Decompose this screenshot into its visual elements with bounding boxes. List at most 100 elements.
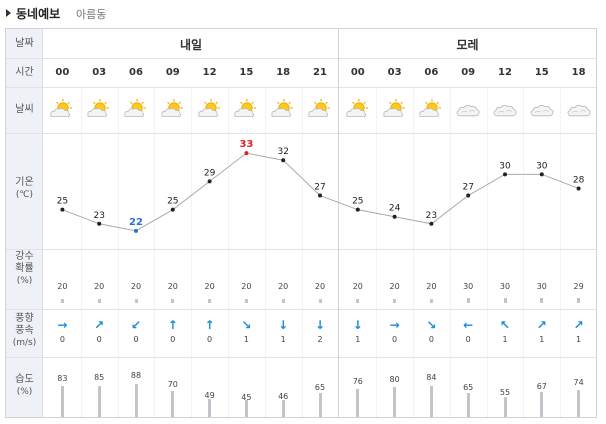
wind-direction-icon: → bbox=[389, 318, 400, 332]
temperature-point bbox=[392, 214, 397, 219]
temperature-value: 22 bbox=[129, 217, 143, 228]
column-guide bbox=[191, 87, 193, 417]
column-guide bbox=[264, 87, 266, 417]
temperature-value: 23 bbox=[426, 211, 437, 221]
section-title: 동네예보 bbox=[16, 7, 61, 21]
hour-label: 09 bbox=[165, 67, 180, 78]
temperature-point bbox=[60, 207, 65, 212]
rain-probability-bar bbox=[466, 298, 470, 303]
temperature-point bbox=[318, 193, 322, 198]
wind-speed-value: 1 bbox=[539, 335, 545, 344]
humidity-value: 85 bbox=[94, 373, 105, 382]
sun-cloud-icon bbox=[48, 98, 76, 118]
rain-probability-value: 30 bbox=[499, 282, 511, 291]
rain-probability-value: 20 bbox=[57, 282, 68, 291]
rain-probability-bar bbox=[208, 299, 212, 303]
temperature-value: 30 bbox=[536, 161, 548, 171]
hour-label: 12 bbox=[202, 67, 217, 78]
row-label-column bbox=[6, 29, 43, 417]
rain-probability-bar bbox=[577, 298, 581, 303]
wind-speed-value: 0 bbox=[96, 335, 102, 344]
temperature-point bbox=[355, 207, 360, 212]
temperature-value: 25 bbox=[167, 197, 178, 207]
hour-label: 12 bbox=[498, 67, 512, 78]
hour-label: 09 bbox=[461, 67, 476, 78]
column-guide bbox=[301, 87, 303, 417]
wind-speed-value: 1 bbox=[502, 335, 508, 344]
sun-cloud-icon bbox=[159, 98, 187, 118]
wind-direction-icon: ↗ bbox=[573, 318, 584, 332]
rain-probability-bar bbox=[429, 299, 433, 303]
column-guide bbox=[228, 87, 229, 417]
temperature-point bbox=[244, 151, 249, 156]
wind-speed-value: 0 bbox=[465, 335, 471, 344]
rain-probability-bar bbox=[540, 298, 544, 303]
rain-probability-bar bbox=[318, 299, 322, 303]
temperature-point bbox=[503, 172, 507, 177]
cloud-icon bbox=[528, 98, 556, 118]
rain-probability-value: 20 bbox=[314, 282, 326, 291]
day-label-tomorrow: 내일 bbox=[179, 38, 203, 52]
rain-probability-bar bbox=[244, 299, 248, 303]
rain-probability-value: 20 bbox=[426, 282, 437, 291]
humidity-bar bbox=[171, 391, 175, 417]
sun-cloud-icon bbox=[269, 98, 297, 118]
temperature-value: 25 bbox=[57, 197, 68, 207]
temperature-value: 32 bbox=[277, 147, 288, 157]
column-guide bbox=[486, 87, 488, 417]
rain-probability-bar bbox=[97, 299, 101, 303]
humidity-label: 습도 (%) bbox=[15, 374, 34, 397]
temperature-value: 33 bbox=[239, 139, 253, 150]
humidity-bar bbox=[503, 397, 507, 417]
wind-speed-value: 0 bbox=[59, 335, 65, 344]
bullet-arrow-icon bbox=[6, 9, 11, 17]
humidity-value: 83 bbox=[57, 374, 68, 383]
day-label-day-after: 모레 bbox=[456, 38, 479, 52]
column-guide bbox=[449, 87, 451, 417]
wind-speed-value: 0 bbox=[428, 335, 434, 344]
sun-cloud-icon bbox=[417, 98, 445, 118]
wind-direction-icon: ↓ bbox=[352, 318, 363, 332]
humidity-bar bbox=[134, 384, 138, 417]
day-separator bbox=[338, 29, 339, 417]
hour-label: 15 bbox=[239, 67, 254, 78]
rain-probability-value: 20 bbox=[167, 282, 178, 291]
humidity-value: 88 bbox=[130, 371, 142, 380]
humidity-value: 65 bbox=[314, 383, 326, 392]
humidity-value: 67 bbox=[536, 382, 547, 391]
wind-direction-icon: ↑ bbox=[204, 318, 215, 332]
temperature-point bbox=[134, 228, 138, 233]
humidity-bar bbox=[356, 389, 360, 417]
temperature-point bbox=[466, 193, 471, 198]
hour-label: 00 bbox=[55, 67, 70, 78]
temp-label: 기온 (℃) bbox=[15, 177, 34, 200]
humidity-bar bbox=[97, 386, 101, 417]
temperature-point bbox=[207, 179, 212, 184]
wind-direction-icon: ↓ bbox=[314, 318, 326, 332]
rain-probability-value: 20 bbox=[241, 282, 252, 291]
rain-probability-value: 20 bbox=[130, 282, 142, 291]
wind-speed-value: 0 bbox=[392, 335, 398, 344]
hour-label: 03 bbox=[92, 67, 107, 78]
rain-probability-value: 20 bbox=[352, 282, 363, 291]
wind-speed-value: 2 bbox=[317, 335, 323, 344]
column-guide bbox=[413, 87, 414, 417]
wind-direction-icon: ↘ bbox=[241, 318, 252, 332]
hour-label: 18 bbox=[571, 67, 586, 78]
weather-label: 날씨 bbox=[15, 104, 34, 115]
humidity-bar bbox=[540, 392, 544, 417]
hour-label: 18 bbox=[276, 67, 291, 78]
wind-direction-icon: ↗ bbox=[94, 318, 105, 332]
forecast-table: 날짜 시간 날씨 기온 (℃) 강수 확률 (%) 풍향 풍속 (m/s) 습도… bbox=[5, 28, 597, 418]
temperature-value: 27 bbox=[462, 183, 473, 193]
wind-speed-value: 1 bbox=[243, 335, 249, 344]
rain-probability-bar bbox=[60, 299, 64, 303]
rain-probability-bar bbox=[171, 299, 175, 303]
cloud-icon bbox=[454, 98, 482, 118]
humidity-value: 65 bbox=[463, 383, 474, 392]
rain-probability-bar bbox=[503, 298, 507, 303]
humidity-value: 49 bbox=[204, 391, 215, 400]
temperature-value: 23 bbox=[93, 211, 104, 221]
wind-speed-value: 0 bbox=[170, 335, 176, 344]
hour-label: 21 bbox=[313, 67, 327, 78]
